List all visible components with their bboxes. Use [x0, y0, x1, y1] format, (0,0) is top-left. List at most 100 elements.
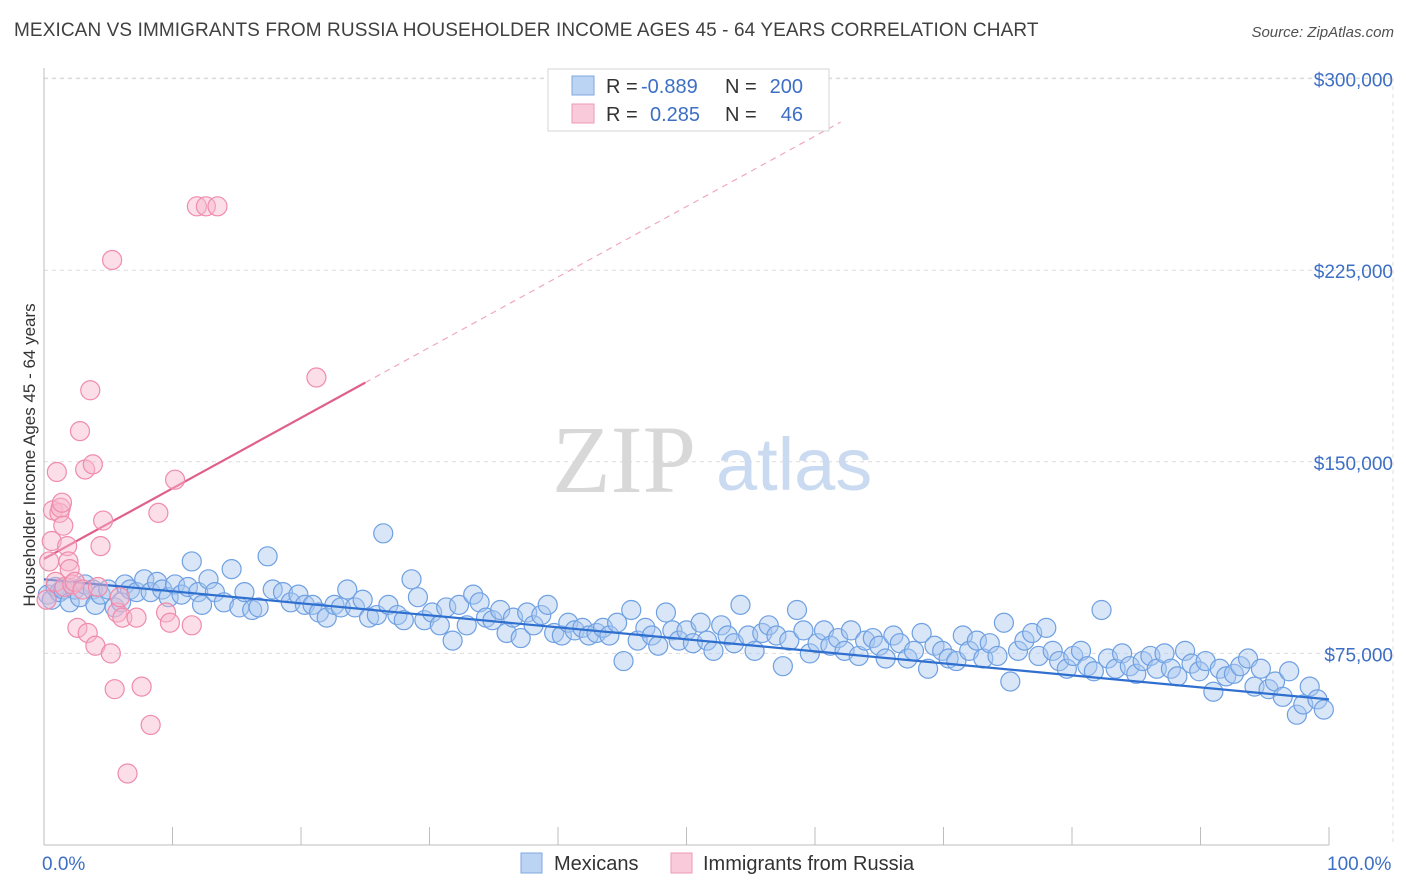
mexicans-point-121	[840, 620, 862, 641]
mexicans-point-95	[662, 620, 683, 641]
russia-point-20	[77, 622, 98, 644]
series-legend-swatch-mexicans	[520, 852, 543, 874]
russia-point-37	[148, 502, 169, 523]
legend-swatch-mexicans	[571, 75, 595, 96]
watermark-zip: ZIP	[552, 406, 696, 513]
legend-r-value-1: -0.889	[641, 76, 698, 98]
series-mexicans-points	[37, 523, 1334, 725]
russia-point-29	[104, 679, 125, 700]
mexicans-point-36	[248, 597, 269, 618]
x-tick-label-max: 100.0%	[1327, 854, 1392, 875]
russia-point-8	[51, 492, 73, 513]
legend-n-value-2: 46	[781, 104, 803, 126]
mexicans-point-157	[1091, 599, 1112, 621]
mexicans-point-94	[655, 602, 677, 623]
mexicans-point-146	[1014, 630, 1035, 651]
mexicans-point-169	[1174, 640, 1196, 661]
mexicans-point-142	[987, 645, 1008, 667]
mexicans-point-160	[1112, 643, 1133, 664]
mexicans-point-114	[793, 620, 814, 641]
mexicans-point-187	[1299, 676, 1320, 697]
mexicans-point-99	[690, 612, 711, 633]
russia-point-11	[57, 536, 78, 557]
mexicans-point-189	[1313, 699, 1334, 720]
series-russia-points	[36, 196, 327, 784]
mexicans-point-139	[966, 630, 988, 651]
trend-lines	[43, 121, 841, 560]
russia-point-24	[87, 576, 109, 598]
watermark: ZIP atlas	[552, 406, 872, 513]
series-legend: Mexicans Immigrants from Russia	[520, 852, 915, 875]
russia-trend-extension	[364, 121, 841, 384]
mexicans-point-26	[181, 551, 202, 572]
mexicans-point-50	[352, 589, 373, 610]
mexicans-point-177	[1230, 656, 1251, 677]
mexicans-point-184	[1279, 661, 1300, 682]
russia-point-34	[126, 607, 147, 628]
mexicans-point-10	[85, 594, 106, 615]
legend-n-label-2: N =	[725, 104, 757, 126]
russia-trend-line	[43, 381, 366, 560]
russia-point-41	[181, 615, 202, 636]
russia-point-44	[207, 196, 228, 217]
mexicans-point-28	[191, 594, 213, 615]
mexicans-point-29	[198, 569, 219, 590]
mexicans-point-130	[903, 640, 925, 661]
russia-point-22	[82, 454, 103, 475]
mexicans-point-67	[469, 592, 490, 613]
series-legend-label-russia: Immigrants from Russia	[703, 853, 915, 875]
mexicans-point-65	[456, 615, 477, 636]
mexicans-point-77	[537, 594, 558, 615]
mexicans-point-88	[613, 650, 634, 672]
mexicans-point-166	[1154, 643, 1175, 664]
legend-r-label-1: R =	[606, 76, 638, 98]
legend-r-label-2: R =	[606, 104, 638, 126]
mexicans-point-143	[993, 612, 1014, 633]
russia-point-28	[102, 249, 123, 271]
y-tick-label-0: $75,000	[1324, 645, 1393, 666]
stats-legend: R = -0.889 N = 200 R = 0.285 N = 46	[547, 68, 830, 132]
russia-point-1	[39, 551, 60, 572]
russia-point-27	[100, 643, 121, 664]
mexicans-point-73	[510, 627, 531, 649]
series-legend-swatch-russia	[670, 852, 693, 874]
russia-point-15	[64, 571, 85, 592]
mexicans-point-115	[799, 643, 820, 664]
mexicans-point-57	[401, 569, 422, 590]
russia-point-25	[90, 536, 111, 557]
watermark-atlas: atlas	[716, 423, 872, 506]
mexicans-point-145	[1007, 640, 1029, 661]
legend-n-label-1: N =	[725, 76, 757, 98]
y-tick-labels: $75,000 $150,000 $225,000 $300,000	[1314, 71, 1393, 667]
mexicans-point-89	[621, 599, 642, 621]
mexicans-point-180	[1250, 658, 1271, 679]
source-label: Source: ZipAtlas.com	[1251, 24, 1394, 41]
mexicans-point-113	[786, 599, 808, 621]
russia-point-9	[53, 515, 74, 536]
legend-swatch-russia	[571, 103, 595, 124]
mexicans-point-51	[359, 607, 380, 628]
mexicans-point-64	[448, 594, 470, 615]
chart-title: MEXICAN VS IMMIGRANTS FROM RUSSIA HOUSEH…	[14, 20, 1039, 41]
legend-n-value-1: 200	[770, 76, 803, 98]
y-tick-label-3: $300,000	[1314, 71, 1393, 92]
legend-r-value-2: 0.285	[650, 104, 700, 126]
mexicans-point-37	[257, 546, 278, 567]
mexicans-point-48	[337, 579, 358, 600]
russia-point-12	[58, 551, 79, 572]
mexicans-point-149	[1036, 617, 1057, 638]
russia-point-2	[41, 530, 62, 552]
mexicans-trend-line	[43, 578, 1330, 701]
russia-point-14	[62, 574, 83, 595]
mexicans-point-105	[730, 594, 751, 615]
y-tick-label-1: $150,000	[1314, 454, 1393, 475]
mexicans-point-173	[1203, 681, 1224, 702]
mexicans-point-171	[1189, 661, 1210, 682]
series-legend-label-mexicans: Mexicans	[554, 853, 638, 875]
mexicans-point-144	[1000, 671, 1021, 692]
mexicans-point-102	[711, 615, 732, 636]
russia-point-31	[109, 587, 130, 608]
mexicans-point-111	[772, 656, 793, 677]
mexicans-point-79	[551, 625, 572, 646]
